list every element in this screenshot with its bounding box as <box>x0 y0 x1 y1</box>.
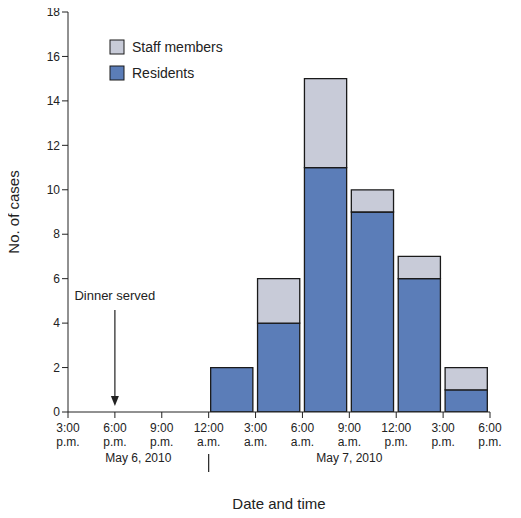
svg-text:6:00: 6:00 <box>103 421 127 435</box>
svg-text:p.m.: p.m. <box>478 435 501 449</box>
svg-text:Date and time: Date and time <box>232 495 325 512</box>
svg-text:a.m.: a.m. <box>197 435 220 449</box>
svg-text:10: 10 <box>47 183 61 197</box>
svg-text:No. of cases: No. of cases <box>8 170 22 253</box>
svg-text:p.m.: p.m. <box>150 435 173 449</box>
svg-text:16: 16 <box>47 50 61 64</box>
svg-text:0: 0 <box>53 405 60 419</box>
svg-text:a.m.: a.m. <box>338 435 361 449</box>
svg-text:14: 14 <box>47 94 61 108</box>
svg-text:Dinner served: Dinner served <box>74 288 155 303</box>
svg-text:Staff members: Staff members <box>132 39 223 55</box>
svg-text:a.m.: a.m. <box>291 435 314 449</box>
svg-text:12: 12 <box>47 139 61 153</box>
svg-text:3:00: 3:00 <box>56 421 80 435</box>
svg-text:3:00: 3:00 <box>431 421 455 435</box>
svg-text:12:00: 12:00 <box>194 421 224 435</box>
svg-text:May 7, 2010: May 7, 2010 <box>316 451 382 465</box>
svg-text:p.m.: p.m. <box>385 435 408 449</box>
svg-text:4: 4 <box>53 316 60 330</box>
svg-text:3:00: 3:00 <box>244 421 268 435</box>
svg-text:6:00: 6:00 <box>478 421 502 435</box>
svg-text:6: 6 <box>53 272 60 286</box>
svg-text:18: 18 <box>47 8 61 19</box>
svg-text:9:00: 9:00 <box>338 421 362 435</box>
svg-text:p.m.: p.m. <box>431 435 454 449</box>
svg-text:2: 2 <box>53 361 60 375</box>
svg-text:8: 8 <box>53 227 60 241</box>
svg-text:12:00: 12:00 <box>381 421 411 435</box>
svg-text:p.m.: p.m. <box>56 435 79 449</box>
svg-text:9:00: 9:00 <box>150 421 174 435</box>
svg-text:Residents: Residents <box>132 65 194 81</box>
svg-text:6:00: 6:00 <box>291 421 315 435</box>
svg-text:a.m.: a.m. <box>244 435 267 449</box>
svg-text:p.m.: p.m. <box>103 435 126 449</box>
svg-text:May 6, 2010: May 6, 2010 <box>105 451 171 465</box>
